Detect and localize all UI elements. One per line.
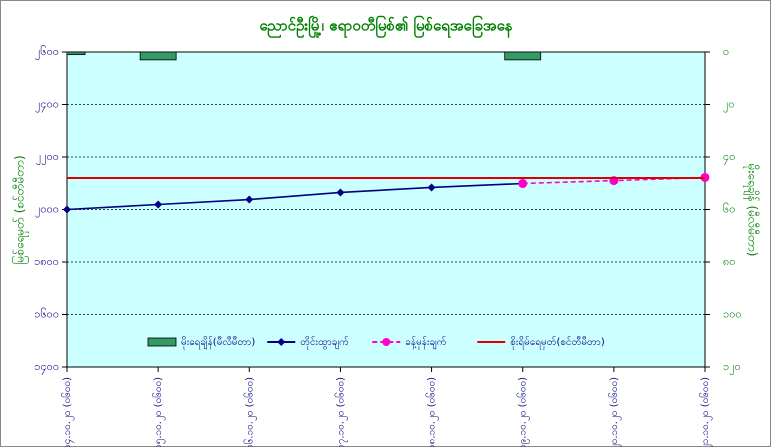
y-tick-label: ၂၂၀၀ (36, 150, 59, 165)
legend-marker (382, 338, 391, 346)
legend-marker (277, 338, 286, 346)
marker (427, 183, 436, 192)
marker (518, 179, 528, 189)
bar (139, 52, 177, 61)
y2-tick-label: ၄၀ (723, 150, 735, 165)
y2-tick-label: ၀ (723, 45, 729, 58)
y2-axis-title: မိုးရေချိန် (မီလီမီတာ) (743, 164, 761, 257)
bar (67, 52, 86, 56)
x-tick-label: ၂၁.၁၀.၂၀ (၀၆၀၀) (698, 377, 713, 447)
y2-tick-label: ၂၀ (723, 98, 735, 113)
y2-tick-label: ၆၀ (723, 203, 735, 216)
x-tick-label: ၂၀.၁၀.၂၀ (၀၆၀၀) (607, 377, 622, 447)
x-tick-label: ၁၉.၁၀.၂၀ (၀၆၀၀) (516, 377, 531, 447)
marker (336, 188, 345, 197)
y2-tick-label: ၁၂၀ (723, 360, 741, 375)
legend-label: မိုးရေချိန်(မီလီမီတာ) (181, 335, 255, 350)
y-tick-label: ၁၄၀၀ (34, 360, 59, 375)
y-tick-label: ၁၆၀၀ (34, 308, 59, 321)
y-tick-label: ၂၆၀၀ (35, 45, 59, 60)
x-tick-label: ၁၇.၁၀.၂၀ (၀၆၀၀) (333, 377, 348, 447)
line (66, 182, 523, 211)
y-tick-label: ၂၄၀၀ (35, 98, 59, 113)
y2-tick-label: ၁၀၀ (723, 308, 742, 321)
y-axis-title: မြစ်ရေမှတ် (စင်တီမီတာ) (11, 155, 30, 264)
legend-label: စိုးရိမ်ရေမှတ်(စင်တီမီတာ) (510, 335, 605, 350)
bar (504, 52, 542, 61)
marker (245, 195, 254, 204)
x-tick-label: ၁၆.၁၀.၂၀ (၀၆၀၀) (242, 377, 257, 447)
x-tick-label: ၁၅.၁၀.၂၀ (၀၆၀၀) (151, 377, 166, 447)
marker (154, 200, 163, 209)
x-tick-label: ၁၈.၁၀.၂၀ (၀၆၀၀) (425, 377, 440, 447)
y2-tick-label: ၈၀ (723, 255, 735, 268)
y-tick-label: ၂၀၀၀ (35, 203, 59, 218)
y-tick-label: ၁၈၀၀ (34, 255, 59, 268)
x-tick-label: ၁၄.၁၀.၂၀ (၀၆၀၀) (60, 377, 75, 447)
legend-label: ခန့်မှန်းချက် (405, 335, 446, 350)
plot-area (66, 51, 706, 368)
marker (63, 205, 71, 214)
legend-label: တိုင်းထွာချက် (300, 335, 349, 350)
legend-swatch (147, 337, 177, 347)
